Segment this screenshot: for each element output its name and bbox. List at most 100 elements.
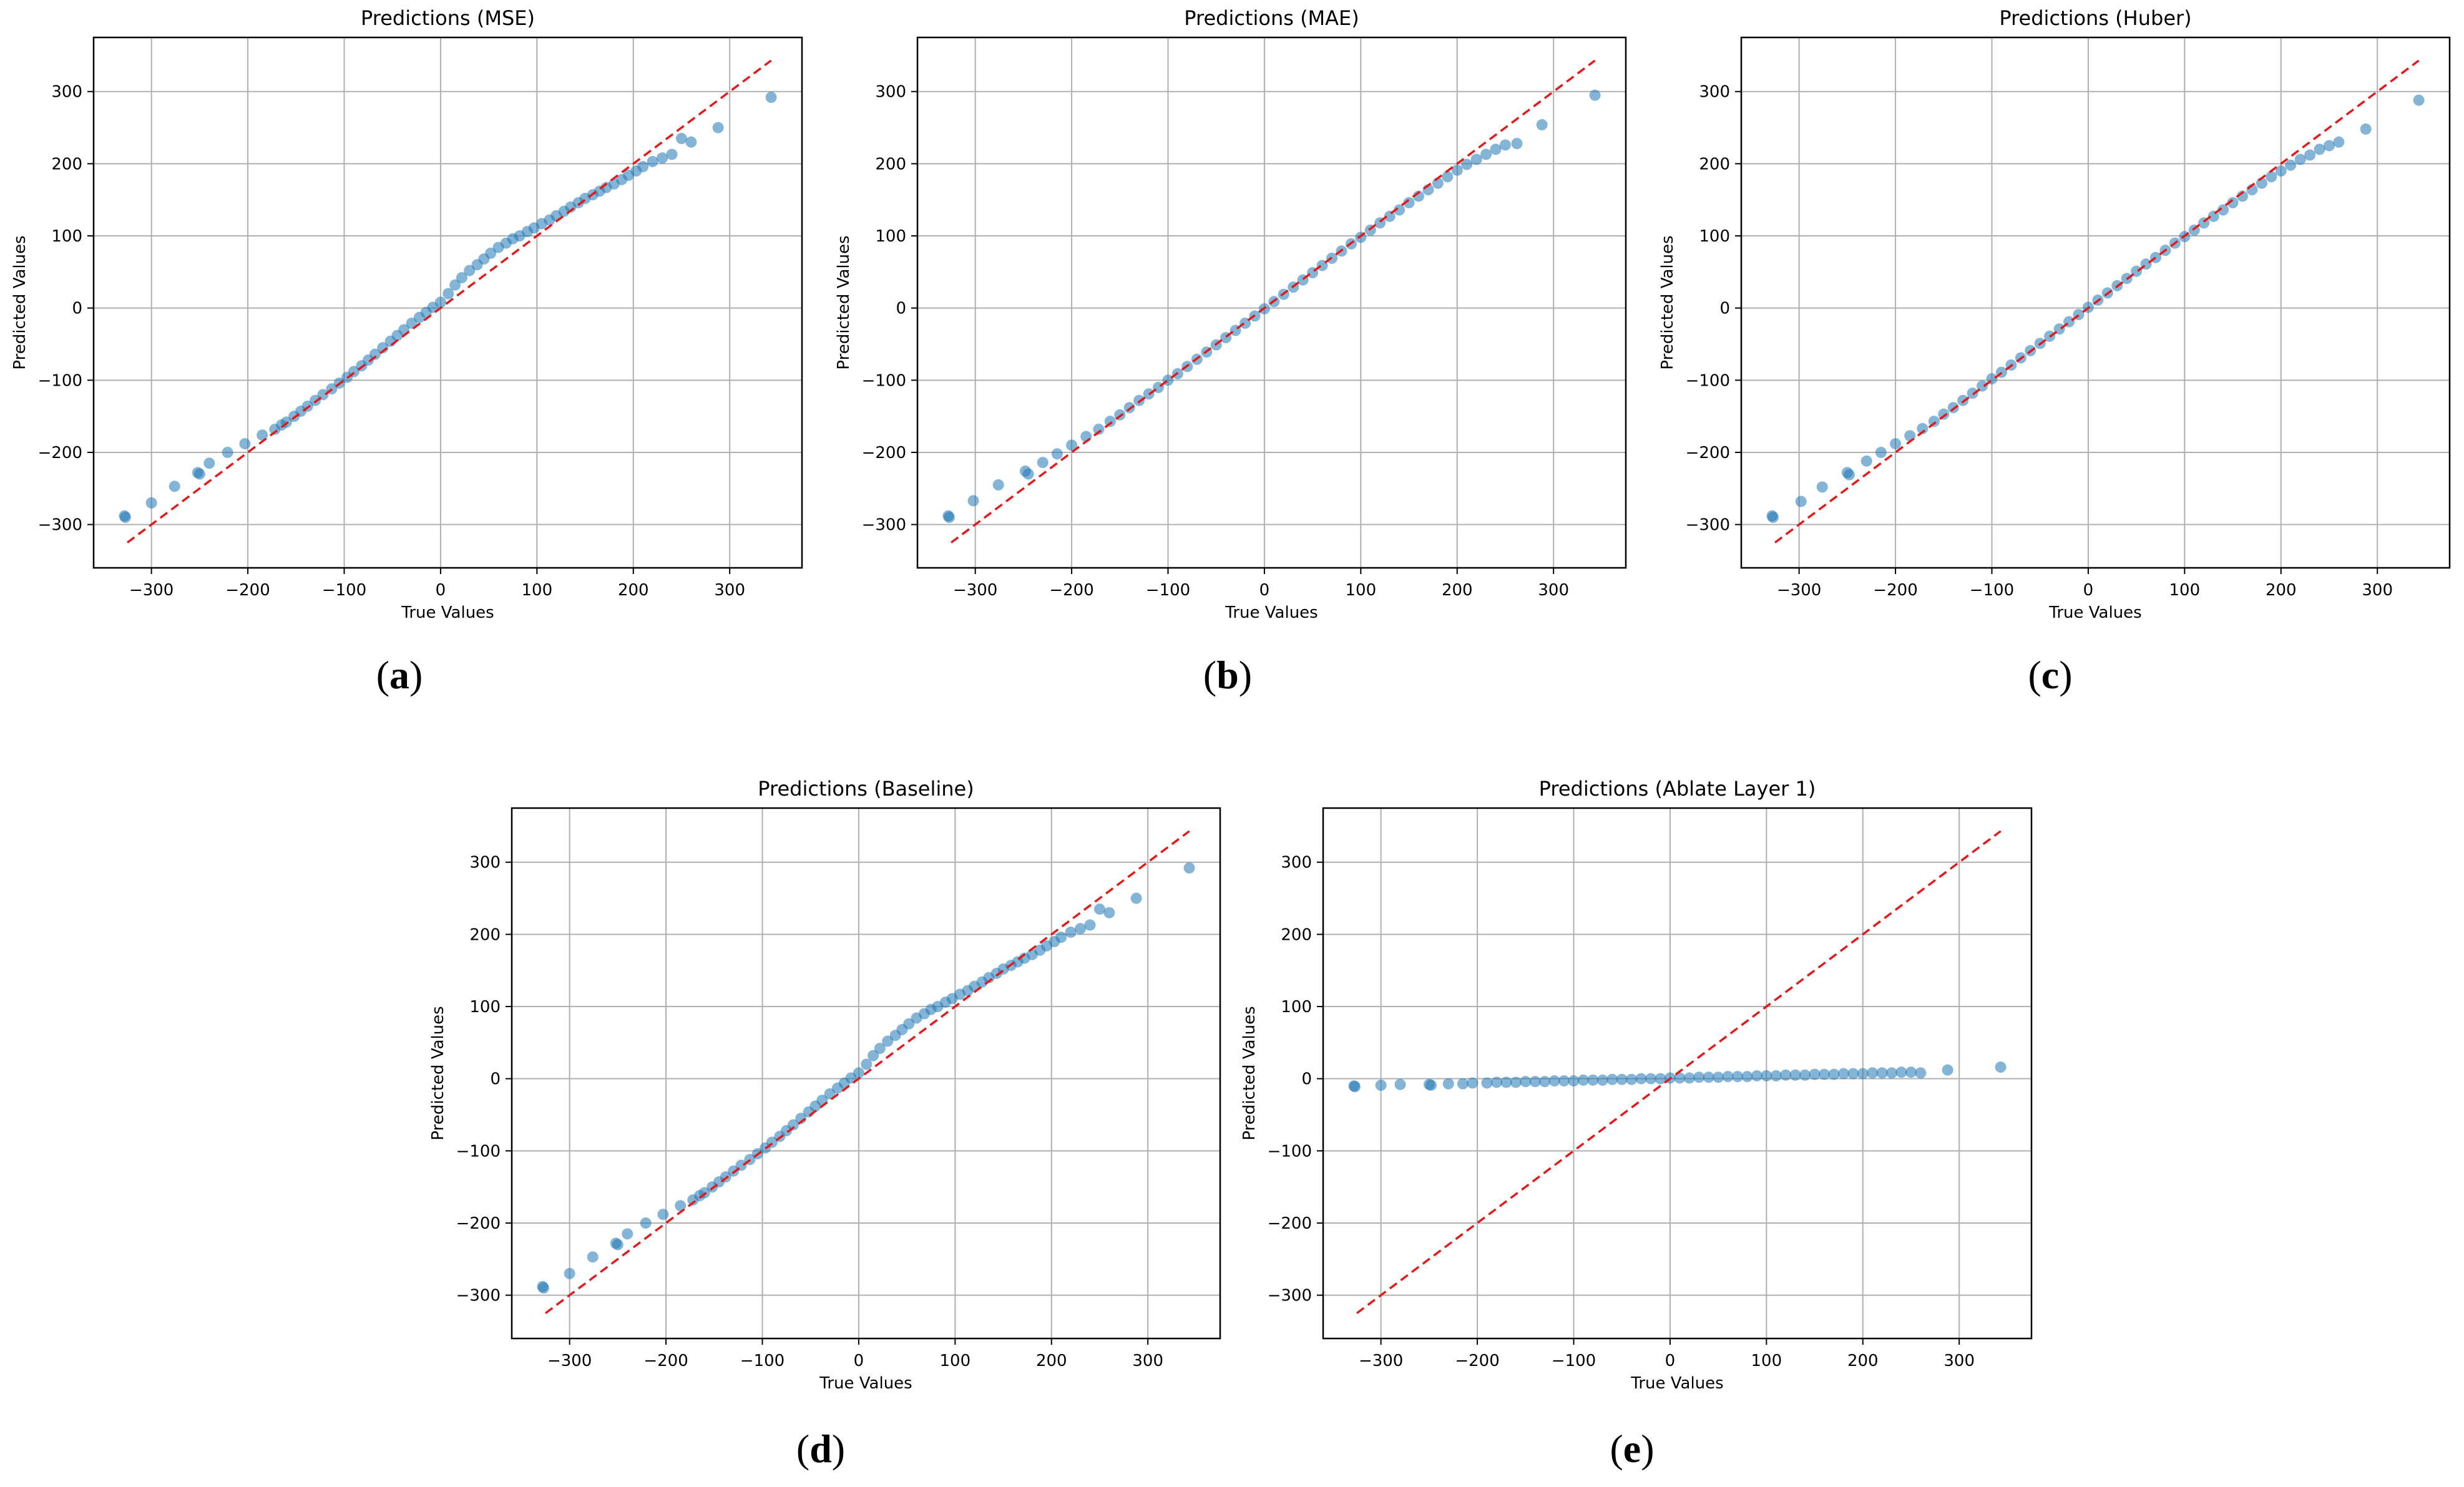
y-tick-label: 300	[1699, 83, 1730, 102]
data-point	[712, 122, 724, 134]
data-point	[1529, 1076, 1541, 1088]
data-point	[1816, 481, 1828, 493]
data-point	[1967, 388, 1978, 399]
y-tick-label: 200	[875, 155, 906, 173]
y-tick-label: −200	[38, 444, 82, 462]
data-point	[622, 1228, 633, 1240]
data-point	[2333, 136, 2345, 148]
x-tick-label: −200	[643, 1352, 688, 1370]
y-axis-label: Predicted Values	[11, 235, 29, 369]
x-tick-label: 300	[1943, 1352, 1975, 1370]
data-point	[2304, 149, 2316, 161]
plot-frame	[916, 36, 1627, 569]
data-point	[1499, 139, 1511, 151]
data-point	[1895, 1066, 1907, 1078]
data-point	[1587, 1074, 1599, 1086]
y-tick-label: 0	[72, 300, 82, 318]
data-point	[1645, 1073, 1657, 1085]
reference-line	[1356, 830, 2002, 1314]
data-point	[1384, 210, 1396, 222]
data-point	[1536, 119, 1548, 130]
x-tick-label: 200	[1036, 1352, 1067, 1370]
data-point	[169, 480, 180, 492]
data-point	[1957, 394, 1969, 406]
data-point	[1022, 468, 1034, 480]
y-axis-label: Predicted Values	[1658, 235, 1677, 369]
data-point	[537, 1282, 549, 1294]
chart-title: Predictions (Ablate Layer 1)	[1539, 777, 1816, 801]
y-tick-label: −300	[1686, 516, 1730, 535]
data-point	[1995, 1061, 2007, 1073]
caption-e: (e)	[1610, 1426, 1655, 1471]
x-tick-label: 300	[1538, 581, 1569, 600]
data-point	[193, 468, 205, 480]
data-point	[464, 265, 476, 276]
data-point	[1490, 1076, 1502, 1088]
y-tick-label: 200	[1699, 155, 1730, 173]
y-tick-label: 0	[896, 300, 906, 318]
data-point	[1942, 1064, 1953, 1076]
data-point	[1635, 1073, 1647, 1085]
data-point	[1732, 1071, 1744, 1083]
data-point	[310, 394, 321, 406]
y-tick-label: −200	[1686, 444, 1730, 462]
y-tick-label: 200	[51, 155, 82, 173]
data-point	[1589, 89, 1601, 101]
x-tick-label: 100	[940, 1352, 971, 1370]
data-point	[1795, 495, 1807, 507]
caption-letter-a: a	[389, 653, 409, 697]
data-point	[1596, 1074, 1608, 1086]
data-point	[861, 1058, 873, 1070]
y-tick-label: −200	[456, 1214, 501, 1233]
data-point	[1511, 138, 1523, 149]
caption-letter-e: e	[1623, 1426, 1641, 1471]
data-point	[449, 279, 461, 291]
data-point	[1761, 1070, 1772, 1082]
data-point	[637, 161, 649, 173]
reference-line	[950, 59, 1596, 544]
chart-panel-mse: −300 −200 −100 0 100 200 300 −300 −200 −100 0 100 20…	[0, 0, 811, 633]
data-point	[2275, 165, 2287, 177]
data-point	[1577, 1074, 1589, 1086]
data-point	[369, 348, 381, 360]
data-point	[1066, 439, 1078, 451]
data-point	[2227, 197, 2239, 208]
x-tick-label: 0	[2083, 581, 2094, 600]
y-tick-label: −300	[1268, 1287, 1312, 1305]
data-point	[1084, 919, 1096, 931]
data-point	[1780, 1069, 1792, 1081]
caption-letter-b: b	[1216, 653, 1239, 697]
data-point	[1490, 144, 1502, 155]
data-point	[1655, 1073, 1666, 1085]
data-point	[1461, 158, 1473, 170]
data-point	[1500, 1076, 1512, 1088]
data-point	[1442, 1078, 1454, 1090]
data-point	[1789, 1069, 1801, 1081]
data-point	[2285, 159, 2297, 171]
caption-b: (b)	[1203, 653, 1253, 697]
x-tick-label: 200	[618, 581, 649, 600]
y-tick-label: −100	[38, 371, 82, 390]
data-point	[1713, 1071, 1724, 1083]
data-point	[903, 1018, 915, 1030]
y-axis-label: Predicted Values	[834, 235, 853, 369]
data-point	[1183, 862, 1195, 874]
data-point	[1741, 1071, 1753, 1083]
data-point	[1905, 1066, 1917, 1078]
data-point	[1616, 1073, 1628, 1085]
data-point	[119, 512, 131, 524]
data-point	[1510, 1076, 1522, 1088]
scatter-chart-huber: −300 −200 −100 0 100 200 300 −300 −200 −100 0 100 20…	[1658, 6, 2451, 622]
data-point	[2413, 94, 2425, 106]
data-point	[1626, 1073, 1638, 1085]
data-point	[1876, 1067, 1888, 1079]
data-point	[564, 1267, 575, 1279]
data-point	[2266, 171, 2277, 183]
x-tick-label: 0	[1259, 581, 1270, 600]
y-tick-label: −300	[38, 516, 82, 535]
data-point	[765, 91, 777, 103]
data-point	[1425, 1080, 1437, 1091]
data-point	[434, 296, 446, 308]
x-tick-label: 200	[1442, 581, 1473, 600]
data-point	[587, 1251, 599, 1263]
